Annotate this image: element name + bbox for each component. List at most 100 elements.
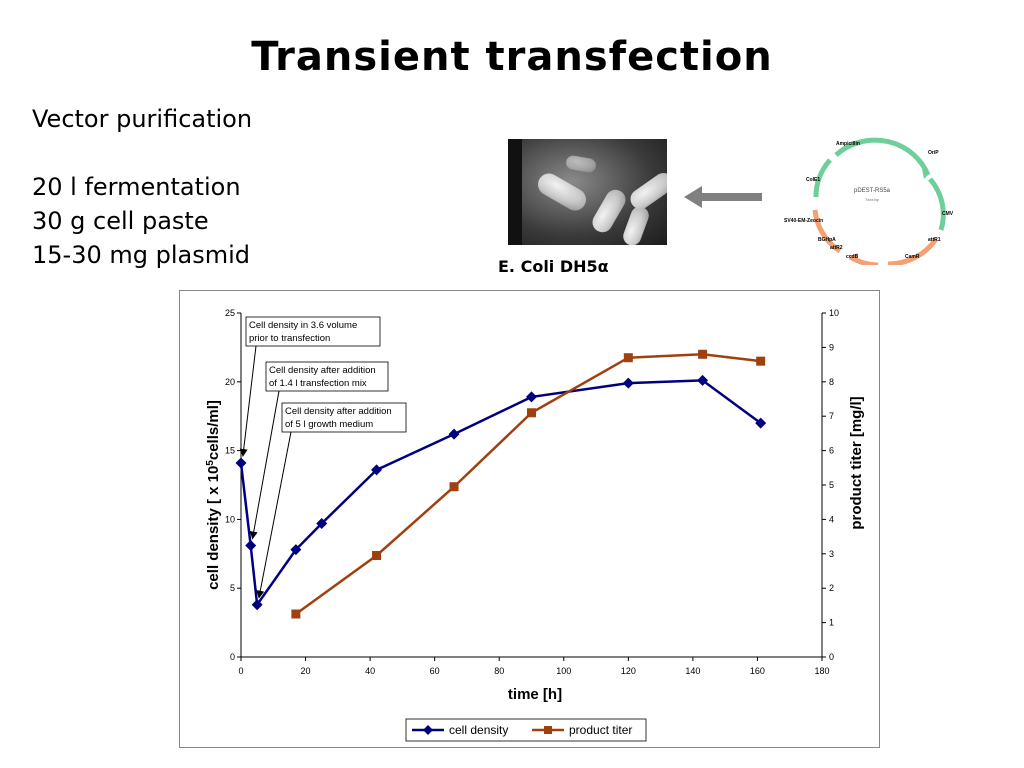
plasmid-label: attR1	[928, 237, 941, 243]
plasmid-segment-orip	[928, 177, 946, 231]
y-left-label-exponent: 5	[205, 460, 216, 466]
y-right-tick-label: 3	[829, 549, 834, 559]
chart-legend: cell density product titer	[405, 718, 647, 742]
annotation-box	[245, 316, 381, 347]
y-right-tick-label: 0	[829, 652, 834, 662]
plasmid-label: CMV	[942, 211, 954, 217]
x-tick-label: 60	[430, 666, 440, 676]
plasmid-label: BGHpA	[818, 237, 836, 243]
vector-purification-text: Vector purification	[32, 105, 253, 133]
plasmid-label: ccdB	[846, 254, 859, 260]
micrograph-caption: E. Coli DH5α	[498, 257, 609, 276]
x-tick-label: 80	[494, 666, 504, 676]
cell-density-point	[245, 540, 257, 552]
x-tick-label: 0	[238, 666, 243, 676]
plasmid-segment-zeocin	[812, 209, 842, 254]
legend-label: cell density	[449, 723, 508, 737]
x-tick-label: 40	[365, 666, 375, 676]
annotation-box	[281, 402, 407, 433]
product-titer-point	[698, 349, 708, 359]
plasmid-label: OriP	[928, 150, 939, 156]
cell-density-point	[526, 391, 537, 403]
ecoli-micrograph	[508, 139, 667, 245]
plasmid-segment-cole1	[813, 158, 832, 198]
cell-density-point	[316, 518, 328, 530]
spacer	[32, 136, 252, 170]
y-left-tick-label: 20	[225, 377, 235, 387]
legend-box	[405, 718, 647, 742]
plasmid-label: attR2	[830, 245, 843, 251]
legend-marker	[423, 725, 433, 735]
chart-series	[235, 349, 767, 619]
plasmid-map: pDEST-RS5a 7xxx bp Ampicillin OriP ColE1…	[784, 137, 954, 265]
annotation-text: Cell density in 3.6 volume	[249, 320, 357, 331]
annotation-arrow	[256, 431, 292, 599]
bacterium-rod	[626, 169, 667, 213]
plasmid-segment-cmv	[887, 237, 939, 265]
cell-density-point	[251, 599, 263, 611]
y-right-tick-label: 5	[829, 480, 834, 490]
annotation-arrow	[249, 390, 280, 540]
plasmid-arrowhead	[922, 169, 928, 179]
y-right-tick-label: 6	[829, 446, 834, 456]
fermentation-text: 20 l fermentation	[32, 173, 241, 201]
cell-density-point	[697, 374, 709, 386]
annotation-text: of 1.4 l transfection mix	[269, 378, 367, 389]
y-left-label-main: cell density [ x 10	[205, 466, 222, 590]
legend-label: product titer	[569, 723, 632, 737]
bacterium-rod	[533, 169, 591, 215]
x-tick-label: 20	[301, 666, 311, 676]
plasmid-label: CamR	[905, 254, 920, 260]
y-axis-right-label: product titer [mg/l]	[848, 396, 865, 529]
bacterium-rod	[588, 186, 630, 236]
chart-ticks: 0 20 40 60 80 100 120 140 160 1800510152025012345…	[225, 308, 839, 676]
y-right-tick-label: 1	[829, 618, 834, 628]
y-right-tick-label: 7	[829, 411, 834, 421]
product-titer-point	[449, 482, 459, 492]
left-arrow-icon	[684, 186, 762, 208]
cell-density-point	[371, 464, 383, 476]
plasmid-label: ColE1	[806, 177, 820, 183]
x-tick-label: 100	[556, 666, 571, 676]
annotation-text: prior to transfection	[249, 333, 330, 344]
product-titer-point	[527, 408, 536, 418]
micrograph-scale-strip	[508, 139, 522, 245]
annotation-text: Cell density after addition	[285, 406, 392, 417]
y-right-tick-label: 2	[829, 583, 834, 593]
x-tick-label: 140	[685, 666, 700, 676]
y-right-tick-label: 9	[829, 342, 834, 352]
left-text-block: Vector purification 20 l fermentation 30…	[32, 102, 252, 272]
y-right-tick-label: 10	[829, 308, 839, 318]
cell-density-point	[622, 377, 634, 389]
y-left-tick-label: 25	[225, 308, 235, 318]
annotation-text: of 5 l growth medium	[285, 419, 373, 430]
y-left-tick-label: 10	[225, 514, 235, 524]
y-left-label-tail: cells/ml]	[205, 400, 222, 460]
legend-marker	[544, 726, 552, 734]
x-axis-label: time [h]	[508, 686, 562, 703]
cell-density-point	[755, 417, 767, 429]
y-left-tick-label: 0	[230, 652, 235, 662]
product-titer-point	[291, 609, 301, 619]
x-tick-label: 160	[750, 666, 765, 676]
cell-density-point	[290, 544, 302, 556]
chart-annotations: Cell density in 3.6 volume prior to trans…	[239, 316, 407, 599]
annotation-text: Cell density after addition	[269, 365, 376, 376]
plasmid-label: SV40-EM-Zeocin	[784, 218, 823, 224]
y-right-tick-label: 4	[829, 514, 834, 524]
x-tick-label: 120	[621, 666, 636, 676]
y-right-tick-label: 8	[829, 377, 834, 387]
y-axis-left-label: cell density [ x 105cells/ml]	[205, 400, 223, 590]
product-titer-point	[372, 551, 382, 561]
cell-density-point	[448, 428, 460, 440]
chart-frame: 0 20 40 60 80 100 120 140 160 180 0 5 10 15 20 25 0 1 2 3 4 5…	[179, 290, 880, 748]
plasmid-name: pDEST-RS5a	[854, 188, 891, 194]
bacterium-rod	[620, 204, 652, 245]
plasmid-segment-ampicillin	[834, 137, 931, 176]
dual-axis-line-chart: 0 20 40 60 80 100 120 140 160 1800510152025012345…	[205, 308, 865, 742]
x-tick-label: 180	[814, 666, 829, 676]
plasmid-label: Ampicillin	[836, 141, 860, 147]
y-left-tick-label: 15	[225, 446, 235, 456]
cell-density-point	[235, 457, 247, 469]
plasmid-arrowhead	[850, 253, 858, 262]
